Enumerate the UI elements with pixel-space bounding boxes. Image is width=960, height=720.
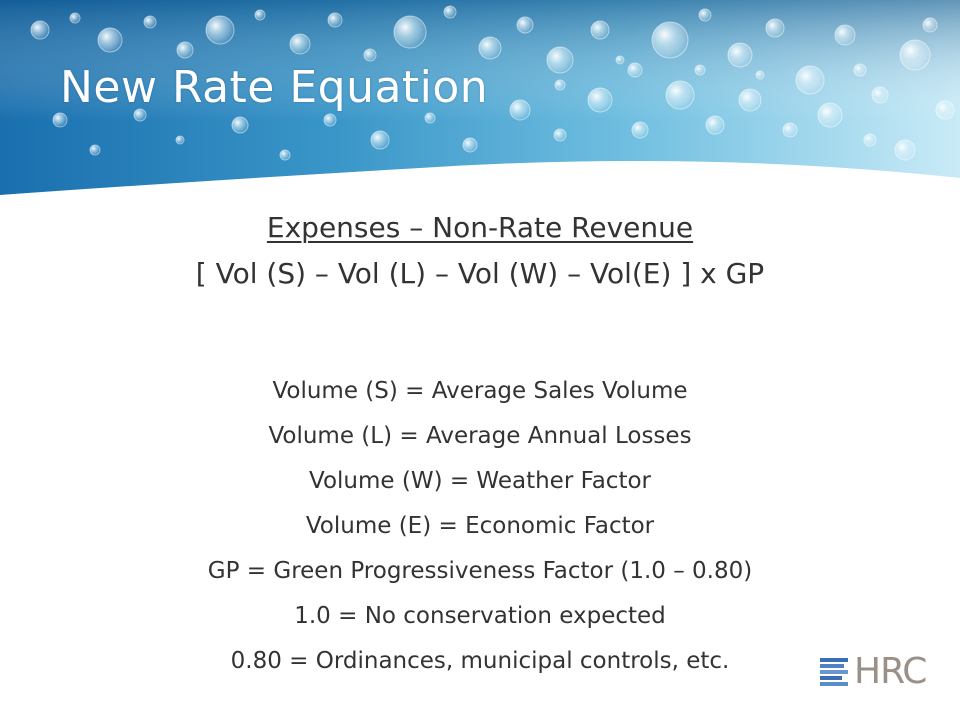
- equation-numerator: Expenses – Non-Rate Revenue: [266, 211, 694, 244]
- definition-line: 0.80 = Ordinances, municipal controls, e…: [230, 648, 730, 674]
- slide-title: New Rate Equation: [60, 62, 489, 113]
- definition-line: GP = Green Progressiveness Factor (1.0 –…: [207, 558, 753, 584]
- definition-line: Volume (S) = Average Sales Volume: [272, 378, 688, 404]
- water-bubbles-banner: [0, 0, 960, 200]
- definitions-list: Volume (S) = Average Sales Volume Volume…: [0, 369, 960, 684]
- equation-denominator: [ Vol (S) – Vol (L) – Vol (W) – Vol(E) ]…: [195, 257, 765, 290]
- hrc-logo-mark-icon: [820, 658, 848, 688]
- definition-line: Volume (L) = Average Annual Losses: [268, 423, 692, 449]
- logo-text: HRC: [854, 651, 927, 692]
- definition-line: Volume (W) = Weather Factor: [309, 468, 651, 494]
- definition-line: Volume (E) = Economic Factor: [305, 513, 655, 539]
- rate-equation: Expenses – Non-Rate Revenue [ Vol (S) – …: [0, 205, 960, 297]
- hrc-logo: HRC: [788, 628, 960, 720]
- definition-line: 1.0 = No conservation expected: [294, 603, 666, 629]
